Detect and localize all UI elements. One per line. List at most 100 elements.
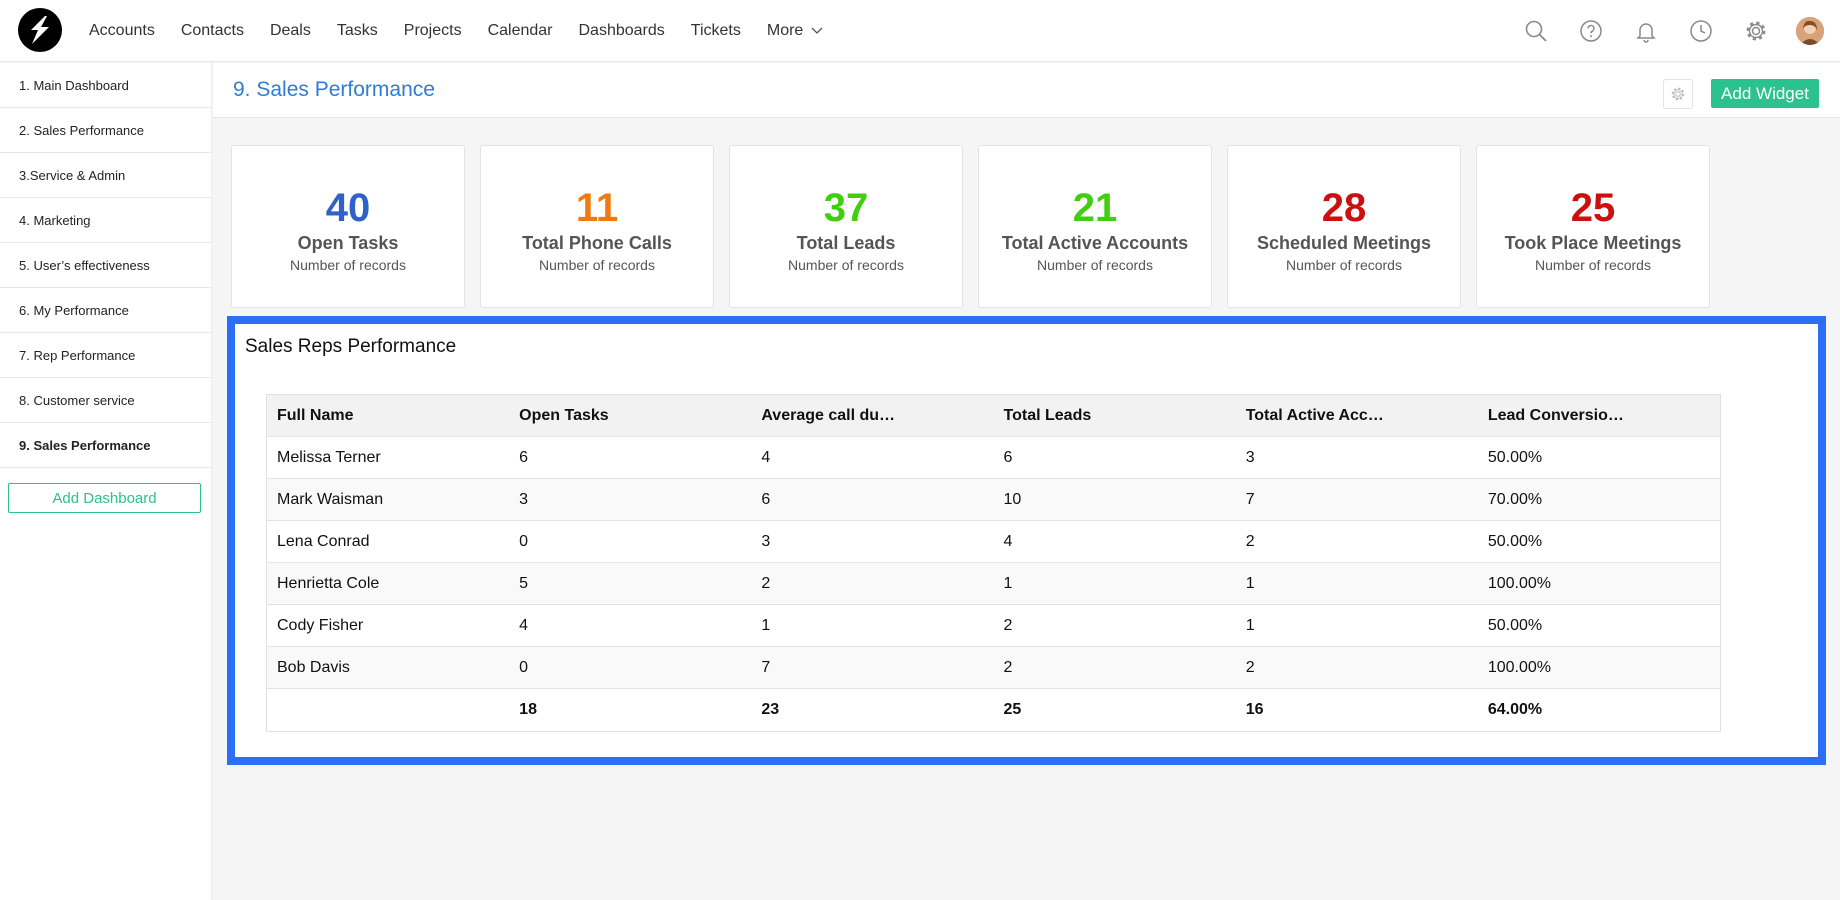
add-dashboard-button[interactable]: Add Dashboard [8, 483, 201, 513]
kpi-card-took-place-meetings[interactable]: 25 Took Place Meetings Number of records [1476, 145, 1710, 308]
table-cell: 6 [1003, 448, 1013, 466]
kpi-subtitle: Number of records [1286, 256, 1402, 273]
nav-contacts[interactable]: Contacts [180, 22, 244, 39]
kpi-card-scheduled-meetings[interactable]: 28 Scheduled Meetings Number of records [1227, 145, 1461, 308]
gear-icon[interactable] [1728, 11, 1783, 51]
search-icon[interactable] [1508, 11, 1563, 51]
table-cell: 70.00% [1487, 490, 1543, 508]
table-header-row: Full Name Open Tasks Average call du… To… [267, 395, 1720, 437]
table-cell: 5 [519, 574, 529, 592]
kpi-title: Open Tasks [297, 232, 399, 253]
column-header[interactable]: Total Leads [1003, 406, 1092, 424]
nav-accounts[interactable]: Accounts [89, 22, 155, 39]
table-cell: 2 [761, 574, 771, 592]
nav-calendar[interactable]: Calendar [487, 22, 553, 39]
kpi-value: 11 [575, 185, 619, 230]
column-header[interactable]: Lead Conversio… [1487, 406, 1624, 424]
kpi-card-total-active-accounts[interactable]: 21 Total Active Accounts Number of recor… [978, 145, 1212, 308]
table-row[interactable]: Cody Fisher 4 1 2 1 50.00% [267, 605, 1720, 647]
bell-icon[interactable] [1618, 11, 1673, 51]
table-cell: 6 [519, 448, 529, 466]
table-totals-row: 18 23 25 16 64.00% [267, 689, 1720, 731]
nav-more-label: More [766, 22, 804, 39]
table-cell: 0 [519, 658, 529, 676]
column-header[interactable]: Total Active Acc… [1245, 406, 1384, 424]
clock-icon[interactable] [1673, 11, 1728, 51]
kpi-title: Took Place Meetings [1504, 232, 1682, 253]
table-cell: 6 [761, 490, 771, 508]
table-row[interactable]: Henrietta Cole 5 2 1 1 100.00% [267, 563, 1720, 605]
table-cell: 100.00% [1487, 658, 1552, 676]
table-cell: 4 [761, 448, 771, 466]
table-cell: 50.00% [1487, 448, 1543, 466]
total-cell: 25 [1003, 701, 1022, 718]
table-cell: 1 [761, 616, 771, 634]
table-cell: 4 [1003, 532, 1013, 550]
column-header[interactable]: Open Tasks [519, 406, 609, 424]
table-row[interactable]: Bob Davis 0 7 2 2 100.00% [267, 647, 1720, 689]
table-cell: 2 [1245, 532, 1255, 550]
kpi-card-open-tasks[interactable]: 40 Open Tasks Number of records [231, 145, 465, 308]
sales-reps-table: Full Name Open Tasks Average call du… To… [266, 394, 1721, 732]
user-avatar[interactable] [1796, 17, 1824, 45]
dashboard-settings-button[interactable] [1663, 79, 1693, 109]
table-cell: 50.00% [1487, 532, 1543, 550]
kpi-subtitle: Number of records [788, 256, 904, 273]
gear-icon [1671, 87, 1685, 101]
sidebar-item-customer-service[interactable]: 8. Customer service [0, 378, 211, 423]
sidebar-item-sales-performance-9[interactable]: 9. Sales Performance [0, 423, 211, 468]
table-cell: 1 [1245, 616, 1255, 634]
widget-title: Sales Reps Performance [245, 336, 457, 357]
table-cell: Lena Conrad [277, 532, 370, 550]
sidebar-item-my-performance[interactable]: 6. My Performance [0, 288, 211, 333]
table-cell: 7 [1245, 490, 1255, 508]
table-cell: 4 [519, 616, 529, 634]
kpi-value: 37 [823, 185, 869, 230]
nav-dashboards[interactable]: Dashboards [578, 22, 665, 39]
table-row[interactable]: Melissa Terner 6 4 6 3 50.00% [267, 437, 1720, 479]
table-cell: Cody Fisher [277, 616, 364, 634]
table-cell: 0 [519, 532, 529, 550]
kpi-card-total-phone-calls[interactable]: 11 Total Phone Calls Number of records [480, 145, 714, 308]
help-icon[interactable] [1563, 11, 1618, 51]
column-header[interactable]: Average call du… [761, 406, 896, 424]
chevron-down-icon [811, 27, 823, 34]
total-cell: 18 [519, 701, 537, 718]
nav-tickets[interactable]: Tickets [690, 22, 741, 39]
column-header[interactable]: Full Name [277, 406, 354, 424]
add-widget-button[interactable]: Add Widget [1711, 79, 1819, 108]
sidebar-item-sales-performance-2[interactable]: 2. Sales Performance [0, 108, 211, 153]
table-cell: 2 [1003, 658, 1013, 676]
kpi-title: Total Leads [796, 232, 896, 253]
table-cell: 1 [1245, 574, 1255, 592]
table-cell: 1 [1003, 574, 1013, 592]
kpi-card-total-leads[interactable]: 37 Total Leads Number of records [729, 145, 963, 308]
main-nav: Accounts Contacts Deals Tasks Projects C… [89, 0, 823, 62]
nav-deals[interactable]: Deals [269, 22, 311, 39]
table-cell: 2 [1003, 616, 1013, 634]
table-cell: 100.00% [1487, 574, 1552, 592]
table-cell: 10 [1003, 490, 1022, 508]
sidebar-item-rep-performance[interactable]: 7. Rep Performance [0, 333, 211, 378]
table-row[interactable]: Mark Waisman 3 6 10 7 70.00% [267, 479, 1720, 521]
nav-more-dropdown[interactable]: More [767, 22, 823, 40]
kpi-cards: 40 Open Tasks Number of records 11 Total… [231, 145, 1725, 308]
nav-tasks[interactable]: Tasks [336, 22, 378, 39]
sales-reps-performance-widget[interactable]: Sales Reps Performance Full Name Open Ta… [227, 316, 1826, 765]
page-header: 9. Sales Performance Add Widget [213, 63, 1840, 118]
table-cell: Melissa Terner [277, 448, 381, 466]
app-logo-icon[interactable] [18, 8, 62, 52]
nav-projects[interactable]: Projects [403, 22, 462, 39]
table-cell: 3 [519, 490, 529, 508]
top-navigation-bar: Accounts Contacts Deals Tasks Projects C… [0, 0, 1840, 62]
table-row[interactable]: Lena Conrad 0 3 4 2 50.00% [267, 521, 1720, 563]
sidebar-item-users-effectiveness[interactable]: 5. User’s effectiveness [0, 243, 211, 288]
sidebar-item-service-admin[interactable]: 3.Service & Admin [0, 153, 211, 198]
kpi-subtitle: Number of records [1037, 256, 1153, 273]
kpi-subtitle: Number of records [539, 256, 655, 273]
kpi-value: 40 [325, 185, 371, 230]
sidebar-item-main-dashboard[interactable]: 1. Main Dashboard [0, 63, 211, 108]
kpi-value: 25 [1570, 185, 1616, 230]
page-title: 9. Sales Performance [233, 78, 435, 101]
sidebar-item-marketing[interactable]: 4. Marketing [0, 198, 211, 243]
